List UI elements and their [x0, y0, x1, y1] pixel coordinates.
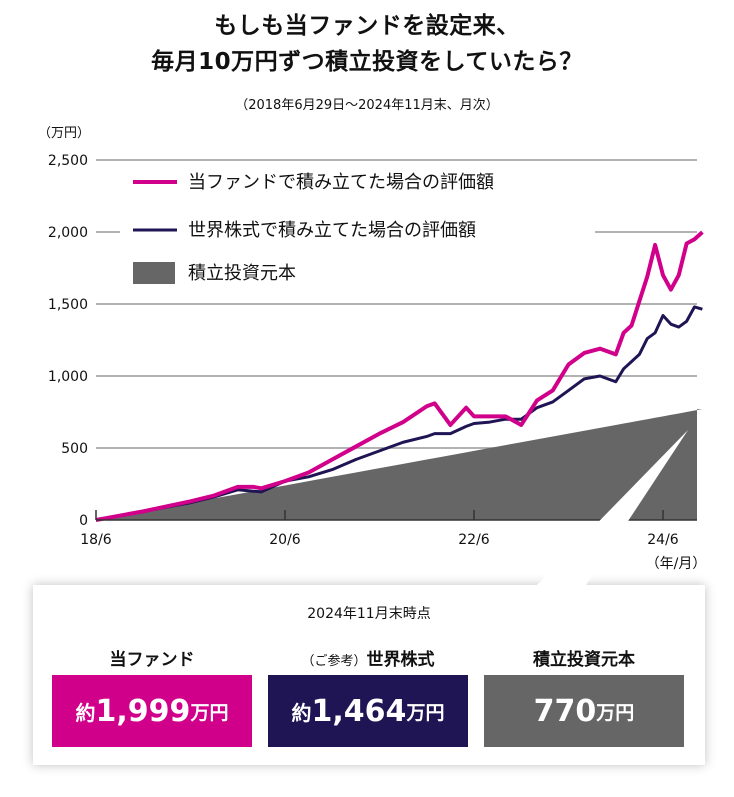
principal-label: 積立投資元本 — [533, 650, 635, 670]
fund-value-box: 約 1,999 万円 — [52, 675, 252, 747]
label-prefix: （ご参考） — [301, 654, 367, 669]
principal-summary: 積立投資元本 770 万円 — [484, 645, 684, 747]
world-value-box: 約 1,464 万円 — [268, 675, 468, 747]
world-line — [95, 305, 703, 522]
chart-title-line1: もしも当ファンドを設定来、 — [214, 13, 520, 39]
legend-background — [120, 172, 595, 292]
x-tick-label: 20/6 — [269, 532, 301, 548]
fund-label: 当ファンド — [109, 650, 195, 670]
x-tick-label: 22/6 — [458, 532, 490, 548]
legend-label: 当ファンドで積み立てた場合の評価額 — [188, 172, 494, 193]
x-tick-label: 18/6 — [80, 532, 112, 548]
fund-line — [95, 230, 704, 522]
summary-callout: 2024年11月末時点 当ファンド 約 1,999 万円 （ご参考）世界株式 約 1,… — [33, 585, 705, 765]
y-tick-label: 1,500 — [48, 297, 88, 313]
chart-subtitle: （2018年6月29日〜2024年11月末、月次） — [235, 98, 499, 113]
chart-title-line2: 毎月10万円ずつ積立投資をしていたら？ — [151, 49, 583, 75]
y-tick-label: 2,000 — [48, 225, 88, 241]
suffix: 万円 — [190, 701, 229, 724]
x-axis-unit: （年/月） — [646, 556, 707, 572]
chart: 0 500 1,000 1,500 2,000 2,500 18/6 20/6 22/6 24/6… — [48, 153, 707, 572]
principal-value: 770 — [533, 693, 597, 729]
legend-label: 世界株式で積み立てた場合の評価額 — [188, 220, 476, 241]
y-tick-label: 1,000 — [48, 369, 88, 385]
world-label: 世界株式 — [366, 650, 435, 670]
world-value: 1,464 — [311, 693, 407, 729]
legend-label: 積立投資元本 — [188, 263, 296, 284]
y-tick-label: 500 — [61, 441, 88, 457]
fund-summary: 当ファンド 約 1,999 万円 — [52, 645, 252, 747]
world-summary: （ご参考）世界株式 約 1,464 万円 — [268, 645, 468, 747]
prefix: 約 — [291, 700, 312, 725]
fund-value: 1,999 — [95, 693, 191, 729]
principal-value-box: 770 万円 — [484, 675, 684, 747]
legend-swatch — [133, 262, 175, 284]
x-tick-label: 24/6 — [647, 532, 679, 548]
y-tick-label: 2,500 — [48, 153, 88, 169]
y-tick-label: 0 — [79, 513, 88, 529]
suffix: 万円 — [406, 701, 445, 724]
suffix: 万円 — [596, 701, 635, 724]
y-axis-unit: （万円） — [38, 126, 91, 141]
prefix: 約 — [75, 700, 96, 725]
callout-date: 2024年11月末時点 — [307, 606, 431, 622]
